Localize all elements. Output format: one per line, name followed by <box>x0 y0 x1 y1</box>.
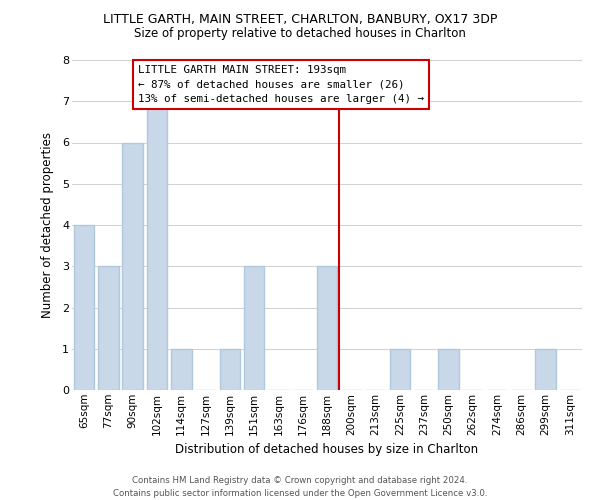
Text: LITTLE GARTH, MAIN STREET, CHARLTON, BANBURY, OX17 3DP: LITTLE GARTH, MAIN STREET, CHARLTON, BAN… <box>103 12 497 26</box>
Bar <box>74 225 94 390</box>
Bar <box>389 349 410 390</box>
Text: Contains HM Land Registry data © Crown copyright and database right 2024.
Contai: Contains HM Land Registry data © Crown c… <box>113 476 487 498</box>
Text: Size of property relative to detached houses in Charlton: Size of property relative to detached ho… <box>134 28 466 40</box>
Bar <box>317 266 337 390</box>
X-axis label: Distribution of detached houses by size in Charlton: Distribution of detached houses by size … <box>175 443 479 456</box>
Bar <box>244 266 265 390</box>
Bar <box>535 349 556 390</box>
Bar <box>98 266 119 390</box>
Text: LITTLE GARTH MAIN STREET: 193sqm
← 87% of detached houses are smaller (26)
13% o: LITTLE GARTH MAIN STREET: 193sqm ← 87% o… <box>139 65 424 104</box>
Bar <box>122 142 143 390</box>
Bar <box>220 349 240 390</box>
Bar <box>438 349 459 390</box>
Y-axis label: Number of detached properties: Number of detached properties <box>41 132 54 318</box>
Bar <box>146 101 167 390</box>
Bar <box>171 349 191 390</box>
